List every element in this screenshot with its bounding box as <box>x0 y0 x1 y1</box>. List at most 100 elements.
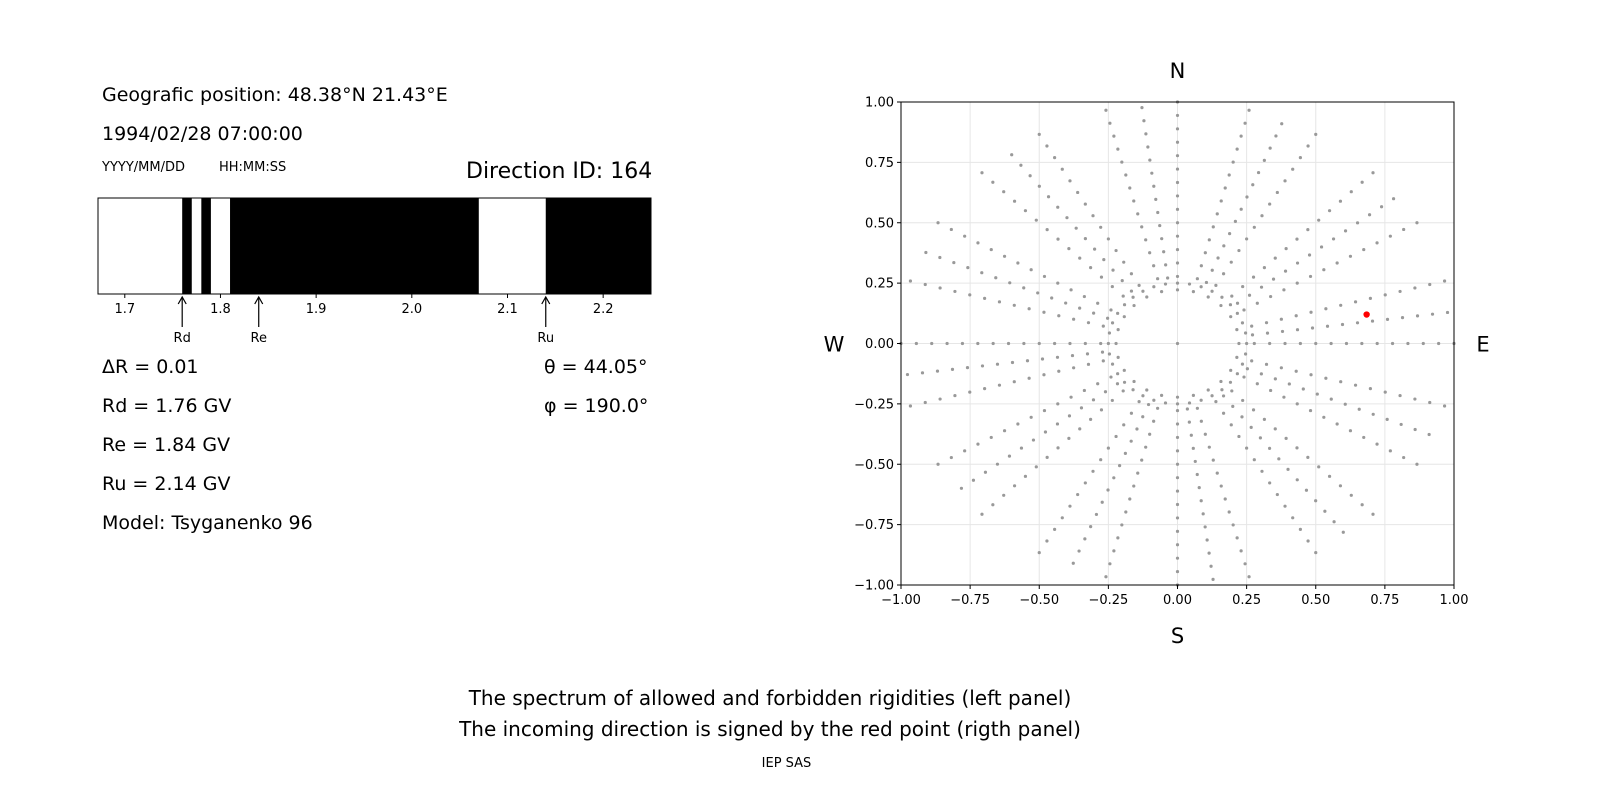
grid-direction-point <box>1277 457 1281 461</box>
grid-direction-point <box>983 470 988 474</box>
grid-direction-point <box>1114 341 1118 346</box>
grid-direction-point <box>1442 404 1447 408</box>
grid-direction-point <box>1402 227 1406 232</box>
forbidden-band <box>545 198 651 294</box>
grid-direction-point <box>1141 394 1145 398</box>
grid-direction-point <box>1055 355 1060 359</box>
grid-direction-point <box>1317 465 1321 469</box>
grid-direction-point <box>1175 529 1180 533</box>
grid-direction-point <box>1271 277 1276 281</box>
grid-direction-point <box>1078 306 1082 310</box>
incoming-direction-point <box>1363 311 1370 318</box>
grid-direction-point <box>1129 411 1134 415</box>
grid-direction-point <box>1160 237 1164 241</box>
grid-direction-point <box>1298 341 1302 346</box>
grid-direction-point <box>1099 225 1103 229</box>
grid-direction-point <box>1428 282 1432 287</box>
grid-direction-point <box>1148 251 1152 255</box>
grid-direction-point <box>1242 375 1246 379</box>
date-format-label: YYYY/MM/DD <box>102 160 185 175</box>
grid-direction-point <box>1211 225 1215 229</box>
grid-direction-point <box>952 260 956 265</box>
grid-direction-point <box>1023 474 1028 478</box>
grid-direction-point <box>1104 108 1108 112</box>
grid-direction-point <box>1413 286 1417 290</box>
grid-direction-point <box>971 478 976 482</box>
grid-direction-point <box>1132 484 1136 488</box>
grid-direction-point <box>1211 577 1215 581</box>
grid-direction-point <box>1240 321 1245 325</box>
grid-direction-point <box>1197 486 1201 490</box>
grid-direction-point <box>1243 331 1248 335</box>
grid-direction-point <box>1057 314 1061 318</box>
grid-direction-point <box>1100 500 1104 504</box>
grid-direction-point <box>1385 317 1390 321</box>
spectrum-x-tick-label: 2.0 <box>401 302 422 317</box>
rd-value: Rd = 1.76 GV <box>102 395 232 417</box>
grid-direction-point <box>1175 516 1180 520</box>
grid-direction-point <box>1128 186 1132 190</box>
grid-direction-point <box>1339 380 1343 384</box>
grid-direction-point <box>1115 382 1120 386</box>
grid-direction-point <box>1083 537 1087 541</box>
grid-direction-point <box>1114 434 1118 439</box>
grid-direction-point <box>1187 420 1191 424</box>
grid-direction-point <box>1362 247 1366 252</box>
marker-arrowhead-re <box>254 295 264 305</box>
grid-direction-point <box>1027 307 1031 311</box>
grid-direction-point <box>997 300 1002 304</box>
grid-direction-point <box>1230 389 1234 393</box>
grid-direction-point <box>1262 417 1266 421</box>
grid-direction-point <box>1203 432 1207 436</box>
grid-direction-point <box>1280 329 1285 334</box>
grid-direction-point <box>1046 195 1051 199</box>
grid-direction-point <box>1391 197 1396 201</box>
grid-direction-point <box>1019 163 1023 167</box>
grid-direction-point <box>1205 538 1209 542</box>
grid-direction-point <box>1122 260 1126 264</box>
grid-direction-point <box>908 404 913 408</box>
grid-direction-point <box>1239 134 1243 138</box>
grid-direction-point <box>1235 328 1239 332</box>
grid-direction-point <box>1341 530 1345 534</box>
grid-direction-point <box>1106 341 1110 346</box>
grid-direction-point <box>1308 408 1313 413</box>
grid-direction-point <box>1214 283 1218 288</box>
grid-direction-point <box>1262 158 1266 162</box>
grid-direction-point <box>976 442 980 446</box>
grid-direction-point <box>1325 324 1330 328</box>
grid-direction-point <box>1036 291 1040 295</box>
grid-direction-point <box>1068 179 1072 183</box>
grid-direction-point <box>1251 183 1255 187</box>
grid-direction-point <box>1042 373 1046 377</box>
grid-direction-point <box>1332 520 1336 524</box>
grid-direction-point <box>1324 307 1328 311</box>
grid-direction-point <box>923 400 927 405</box>
grid-direction-point <box>1071 561 1075 565</box>
grid-direction-point <box>1060 167 1064 171</box>
grid-direction-point <box>1247 575 1251 579</box>
grid-direction-point <box>1144 132 1148 136</box>
grid-direction-point <box>1106 446 1110 450</box>
grid-direction-point <box>1122 368 1126 372</box>
grid-direction-point <box>1398 289 1402 294</box>
grid-direction-point <box>1340 322 1345 327</box>
x-tick-label: 1.00 <box>1440 593 1469 608</box>
grid-direction-point <box>1152 398 1156 402</box>
grid-direction-point <box>1229 368 1233 372</box>
grid-direction-point <box>1072 366 1076 370</box>
grid-direction-point <box>1191 290 1196 294</box>
grid-direction-point <box>1264 362 1269 366</box>
grid-direction-point <box>1415 462 1419 466</box>
grid-direction-point <box>1112 476 1116 480</box>
grid-direction-point <box>997 383 1002 387</box>
grid-direction-point <box>945 341 949 346</box>
grid-direction-point <box>1042 310 1046 314</box>
grid-direction-point <box>1007 454 1012 458</box>
grid-direction-point <box>1229 260 1233 264</box>
grid-direction-point <box>1055 422 1060 426</box>
grid-direction-point <box>1221 394 1226 398</box>
grid-direction-point <box>1092 311 1096 315</box>
grid-direction-point <box>1283 504 1287 508</box>
grid-direction-point <box>1120 278 1124 283</box>
